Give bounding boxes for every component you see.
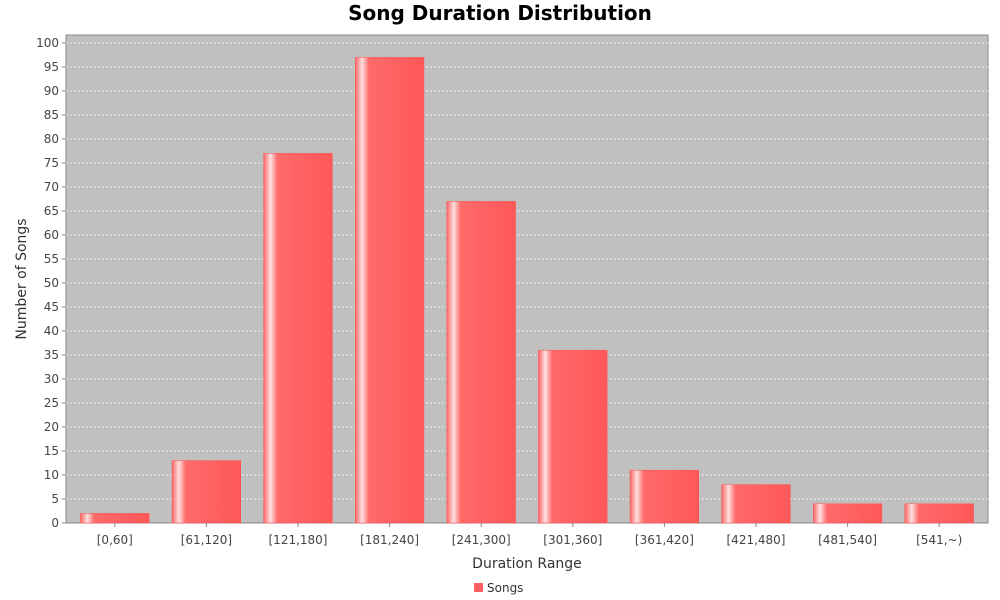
legend: Songs [474,581,523,595]
x-tick-labels: [0,60] [61,120] [121,180] [181,240] [241,300… [97,533,963,547]
x-tick-label: [61,120] [181,533,232,547]
y-tick-label: 75 [44,156,59,170]
y-tick-label: 90 [44,84,59,98]
bar-6 [629,469,699,524]
x-tick-label: [0,60] [97,533,133,547]
y-tick-label: 25 [44,396,59,410]
bar-4 [446,201,516,524]
y-tick-label: 45 [44,300,59,314]
x-tick-label: [301,360] [543,533,602,547]
gridlines [66,42,988,500]
y-tick-label: 10 [44,468,59,482]
plot-area [65,34,989,524]
y-tick-label: 70 [44,180,59,194]
bar-9 [904,503,974,524]
x-tick-label: [361,420] [635,533,694,547]
y-tick-label: 0 [51,516,59,530]
x-tick-label: [181,240] [360,533,419,547]
bar-8 [813,503,883,524]
x-tick-label: [481,540] [818,533,877,547]
x-tick-label: [421,480] [727,533,786,547]
y-tick-label: 80 [44,132,59,146]
legend-label-songs: Songs [487,581,523,595]
x-tick-label: [241,300] [452,533,511,547]
y-tick-label: 35 [44,348,59,362]
bar-0 [80,513,150,524]
bar-1 [171,460,241,524]
bar-7 [721,484,791,524]
x-axis-label: Duration Range [472,556,582,572]
y-axis-label: Number of Songs [14,218,30,339]
x-tick-label: [541,~) [916,533,962,547]
y-tick-label: 5 [51,492,59,506]
bar-2 [263,153,333,524]
chart-title: Song Duration Distribution [348,1,652,25]
y-tick-label: 20 [44,420,59,434]
y-tick-labels: 0 5 10 15 20 25 30 35 40 45 50 55 60 65 70 75 80 85 90 95 10… [36,36,59,530]
x-tick-label: [121,180] [269,533,328,547]
bar-5 [538,349,608,524]
bar-3 [355,57,425,524]
y-tick-label: 50 [44,276,59,290]
y-tick-label: 55 [44,252,59,266]
y-tick-label: 85 [44,108,59,122]
axes [62,42,940,527]
y-tick-label: 65 [44,204,59,218]
legend-swatch-songs [474,583,483,592]
y-tick-label: 95 [44,60,59,74]
bars [80,57,974,524]
y-tick-label: 40 [44,324,59,338]
y-tick-label: 100 [36,36,59,50]
y-tick-label: 60 [44,228,59,242]
y-tick-label: 15 [44,444,59,458]
y-tick-label: 30 [44,372,59,386]
